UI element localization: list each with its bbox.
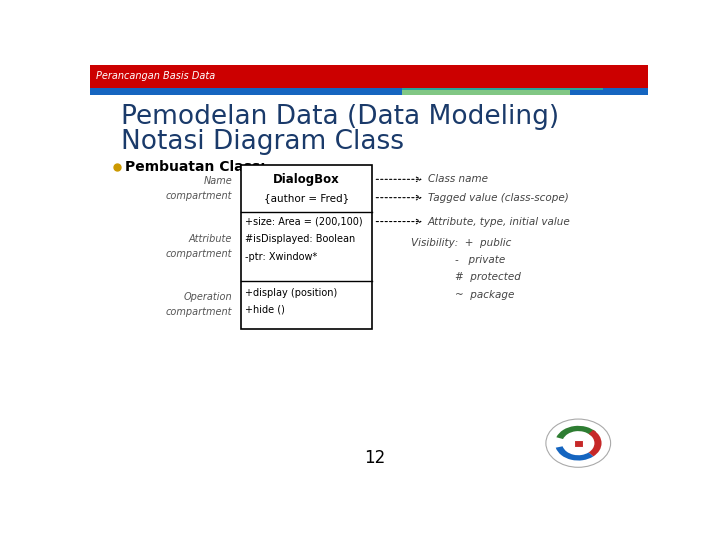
Text: compartment: compartment	[166, 307, 233, 318]
Text: compartment: compartment	[166, 249, 233, 259]
Text: Class name: Class name	[428, 174, 487, 184]
Bar	[402, 95, 503, 98]
Bar	[240, 165, 372, 329]
Text: Perancangan Basis Data: Perancangan Basis Data	[96, 71, 215, 81]
Text: #  protected: # protected	[456, 273, 521, 282]
Text: ~  package: ~ package	[456, 290, 515, 300]
Text: Visibility:  +  public: Visibility: + public	[411, 238, 511, 247]
Text: Pemodelan Data (Data Modeling): Pemodelan Data (Data Modeling)	[121, 104, 559, 130]
Text: +display (position): +display (position)	[245, 288, 338, 299]
Bar	[402, 87, 603, 90]
Wedge shape	[556, 446, 593, 461]
Text: Pembuatan Class:: Pembuatan Class:	[125, 160, 266, 174]
Text: Attribute: Attribute	[189, 234, 233, 244]
Text: +size: Area = (200,100): +size: Area = (200,100)	[245, 217, 363, 227]
Wedge shape	[589, 430, 601, 456]
Text: -   private: - private	[456, 255, 505, 265]
Text: +hide (): +hide ()	[245, 305, 285, 314]
Bar	[90, 65, 648, 87]
Text: Tagged value (class-scope): Tagged value (class-scope)	[428, 193, 568, 202]
Text: 12: 12	[364, 449, 385, 467]
Text: #isDisplayed: Boolean: #isDisplayed: Boolean	[245, 234, 356, 245]
Text: compartment: compartment	[166, 191, 233, 201]
Bar	[574, 440, 582, 447]
Text: DialogBox: DialogBox	[273, 173, 340, 186]
Text: Attribute, type, initial value: Attribute, type, initial value	[428, 217, 570, 227]
Text: Operation: Operation	[184, 293, 233, 302]
Text: Notasi Diagram Class: Notasi Diagram Class	[121, 129, 404, 155]
Text: -ptr: Xwindow*: -ptr: Xwindow*	[245, 252, 318, 262]
Bar	[402, 90, 570, 95]
Bar	[90, 87, 648, 95]
Text: Name: Name	[204, 176, 233, 186]
Text: {author = Fred}: {author = Fred}	[264, 193, 349, 202]
Wedge shape	[557, 426, 596, 439]
